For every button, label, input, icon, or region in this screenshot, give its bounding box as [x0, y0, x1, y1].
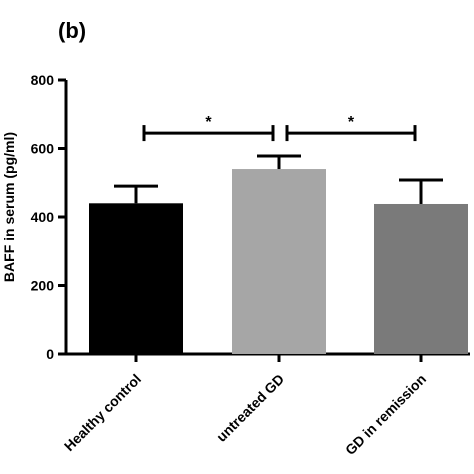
y-tick-label: 400 [31, 209, 55, 225]
bar [374, 203, 468, 354]
y-axis-label: BAFF in serum (pg/ml) [1, 132, 17, 282]
significance-marker: * [205, 114, 212, 131]
bar [89, 203, 183, 354]
y-tick-label: 0 [46, 346, 54, 362]
x-category-label: Healthy control [61, 371, 144, 454]
bar [232, 169, 326, 354]
panel-label: (b) [58, 18, 86, 43]
y-tick-label: 200 [31, 278, 55, 294]
x-category-label: GD in remission [342, 371, 429, 458]
y-tick-label: 600 [31, 141, 55, 157]
y-tick-label: 800 [31, 72, 55, 88]
plot-area: 0 200 400 600 800 Healthy control untreated GD… [31, 72, 470, 458]
significance-marker: * [348, 114, 355, 131]
x-category-label: untreated GD [213, 371, 287, 445]
